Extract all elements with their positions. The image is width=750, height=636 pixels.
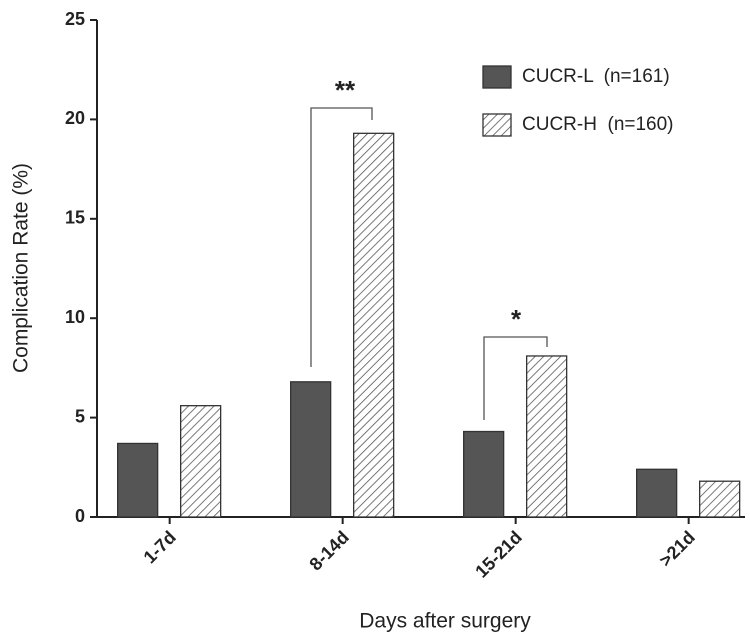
significance-bracket: [310, 107, 373, 367]
y-tick-label: 20: [65, 108, 85, 128]
x-axis-title: Days after surgery: [359, 610, 531, 633]
y-tick-label: 25: [65, 9, 85, 29]
bar: [699, 480, 741, 518]
y-axis-title: Complication Rate (%): [10, 163, 33, 373]
bar: [463, 430, 505, 518]
annotation: **: [335, 75, 356, 105]
significance-bracket: [483, 336, 548, 420]
bar: [117, 442, 159, 518]
legend-label: CUCR-L (n=161): [522, 66, 670, 87]
legend-swatch: [482, 113, 512, 137]
x-tick-label: 15-21d: [471, 527, 525, 581]
bar: [636, 468, 678, 518]
y-tick-label: 15: [65, 208, 85, 228]
bar: [526, 355, 568, 518]
x-tick-label: 1-7d: [140, 527, 180, 567]
y-tick-label: 5: [75, 406, 85, 426]
bar: [353, 132, 395, 518]
y-tick-label: 10: [65, 307, 85, 327]
annotation: *: [511, 304, 522, 334]
x-tick-label: 8-14d: [305, 527, 352, 574]
bar: [180, 405, 222, 518]
y-tick-label: 0: [75, 506, 85, 526]
x-tick-label: >21d: [655, 527, 699, 571]
legend-label: CUCR-H (n=160): [522, 114, 674, 135]
bar: [290, 381, 332, 518]
legend-swatch: [482, 65, 512, 89]
